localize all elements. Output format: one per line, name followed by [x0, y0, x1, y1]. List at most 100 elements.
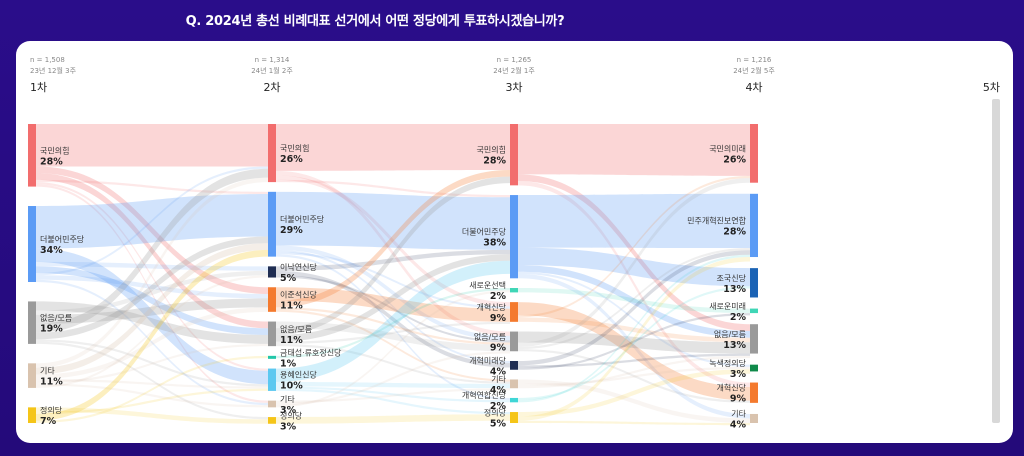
- node-bar: [750, 324, 758, 354]
- node-value: 5%: [280, 273, 297, 284]
- sankey-chart: 국민의힘28%더불어민주당34%없음/모름19%기타11%정의당7%국민의힘26…: [28, 56, 1000, 432]
- flow-link: [36, 124, 268, 167]
- node-value: 26%: [723, 154, 746, 165]
- flow-link: [276, 170, 510, 308]
- flow-link: [276, 249, 510, 271]
- node-bar: [750, 364, 758, 372]
- node-label-기타: 기타: [280, 395, 295, 404]
- node-bar: [750, 308, 758, 314]
- flow-link: [518, 355, 750, 389]
- flow-link: [36, 343, 268, 384]
- node-value: 38%: [483, 238, 506, 249]
- node-value: 7%: [40, 416, 57, 427]
- node-label-국민의미래: 국민의미래: [709, 143, 746, 153]
- node-bar: [28, 124, 36, 187]
- wave-label: 1차: [30, 81, 47, 94]
- node-value: 29%: [280, 225, 303, 236]
- flow-link: [518, 349, 750, 403]
- node-label-녹색정의당: 녹색정의당: [709, 358, 746, 368]
- flow-link: [276, 260, 510, 382]
- node-bar: [268, 287, 276, 312]
- node-value: 2%: [730, 312, 747, 323]
- node-bar: [510, 195, 518, 279]
- wave-date: 24년 2월 5주: [733, 66, 775, 75]
- flow-link: [276, 179, 510, 198]
- node-value: 11%: [40, 377, 63, 388]
- flow-link: [518, 353, 750, 368]
- node-bar: [268, 355, 276, 359]
- node-bar: [268, 191, 276, 257]
- flow-link: [36, 407, 268, 424]
- node-label-정의당: 정의당: [40, 405, 63, 415]
- node-value: 13%: [723, 284, 746, 295]
- node-label-국민의힘: 국민의힘: [40, 145, 69, 155]
- node-value: 26%: [280, 154, 303, 165]
- node-label-이낙연신당: 이낙연신당: [280, 262, 317, 272]
- flow-link: [276, 309, 510, 382]
- node-value: 11%: [280, 335, 303, 346]
- node-bar: [750, 382, 758, 403]
- node-bar: [750, 413, 758, 423]
- flow-link: [36, 194, 268, 249]
- node-label-기타: 기타: [731, 409, 746, 418]
- node-bar: [510, 412, 518, 423]
- flow-link: [518, 331, 750, 354]
- node-label-이준석신당: 이준석신당: [280, 290, 317, 300]
- node-value: 28%: [483, 156, 506, 167]
- flow-link: [36, 248, 268, 385]
- node-label-조국신당: 조국신당: [717, 273, 747, 283]
- flow-link: [36, 182, 268, 371]
- flow-link: [276, 288, 510, 359]
- node-bar: [750, 268, 758, 298]
- flow-group: [36, 124, 750, 426]
- flow-link: [276, 249, 510, 364]
- node-value: 34%: [40, 245, 63, 256]
- node-bar: [510, 124, 518, 186]
- flow-link: [36, 355, 268, 423]
- node-bar: [268, 368, 276, 391]
- node-value: 11%: [280, 301, 303, 312]
- node-value: 19%: [40, 324, 63, 335]
- node-label-개혁신당: 개혁신당: [477, 302, 507, 312]
- flow-link: [276, 321, 510, 344]
- flow-link: [518, 174, 750, 331]
- flow-link: [276, 388, 510, 403]
- node-value: 1%: [280, 358, 297, 369]
- node-value: 4%: [730, 419, 747, 430]
- node-label-새로운미래: 새로운미래: [709, 302, 746, 311]
- node-value: 13%: [723, 340, 746, 351]
- node-bar: [268, 266, 276, 278]
- node-label-정의당: 정의당: [280, 410, 303, 420]
- flow-link: [518, 286, 750, 401]
- flow-link: [518, 366, 750, 387]
- node-bar: [510, 331, 518, 352]
- node-label-개혁연합신당: 개혁연합신당: [462, 390, 507, 400]
- wave-sample-size: n = 1,314: [255, 56, 290, 64]
- node-label-새로운선택: 새로운선택: [469, 280, 506, 290]
- flow-link: [36, 236, 268, 340]
- chart-title: Q. 2024년 총선 비례대표 선거에서 어떤 정당에게 투표하시겠습니까?: [185, 14, 565, 29]
- node-value: 3%: [280, 405, 297, 416]
- flow-link: [276, 124, 510, 171]
- flow-link: [518, 369, 750, 417]
- node-label-더불어민주당: 더불어민주당: [40, 234, 85, 244]
- flow-link: [276, 170, 510, 336]
- wave-sample-size: n = 1,265: [497, 56, 532, 64]
- flow-link: [36, 301, 268, 344]
- node-value: 28%: [723, 226, 746, 237]
- flow-link: [36, 177, 268, 368]
- flow-link: [36, 261, 268, 271]
- flow-link: [276, 254, 510, 401]
- node-bar: [510, 397, 518, 403]
- wave-sample-size: n = 1,216: [737, 56, 772, 64]
- flow-link: [36, 249, 268, 421]
- wave-date: 24년 2월 1주: [493, 66, 535, 75]
- flow-link: [36, 179, 268, 195]
- node-bar: [28, 407, 36, 423]
- node-value: 2%: [490, 291, 507, 302]
- node-bar: [268, 321, 276, 347]
- empty-wave-bar: [992, 99, 1000, 423]
- flow-link: [518, 257, 750, 421]
- wave-label: 2차: [263, 81, 280, 94]
- flow-link: [518, 313, 750, 370]
